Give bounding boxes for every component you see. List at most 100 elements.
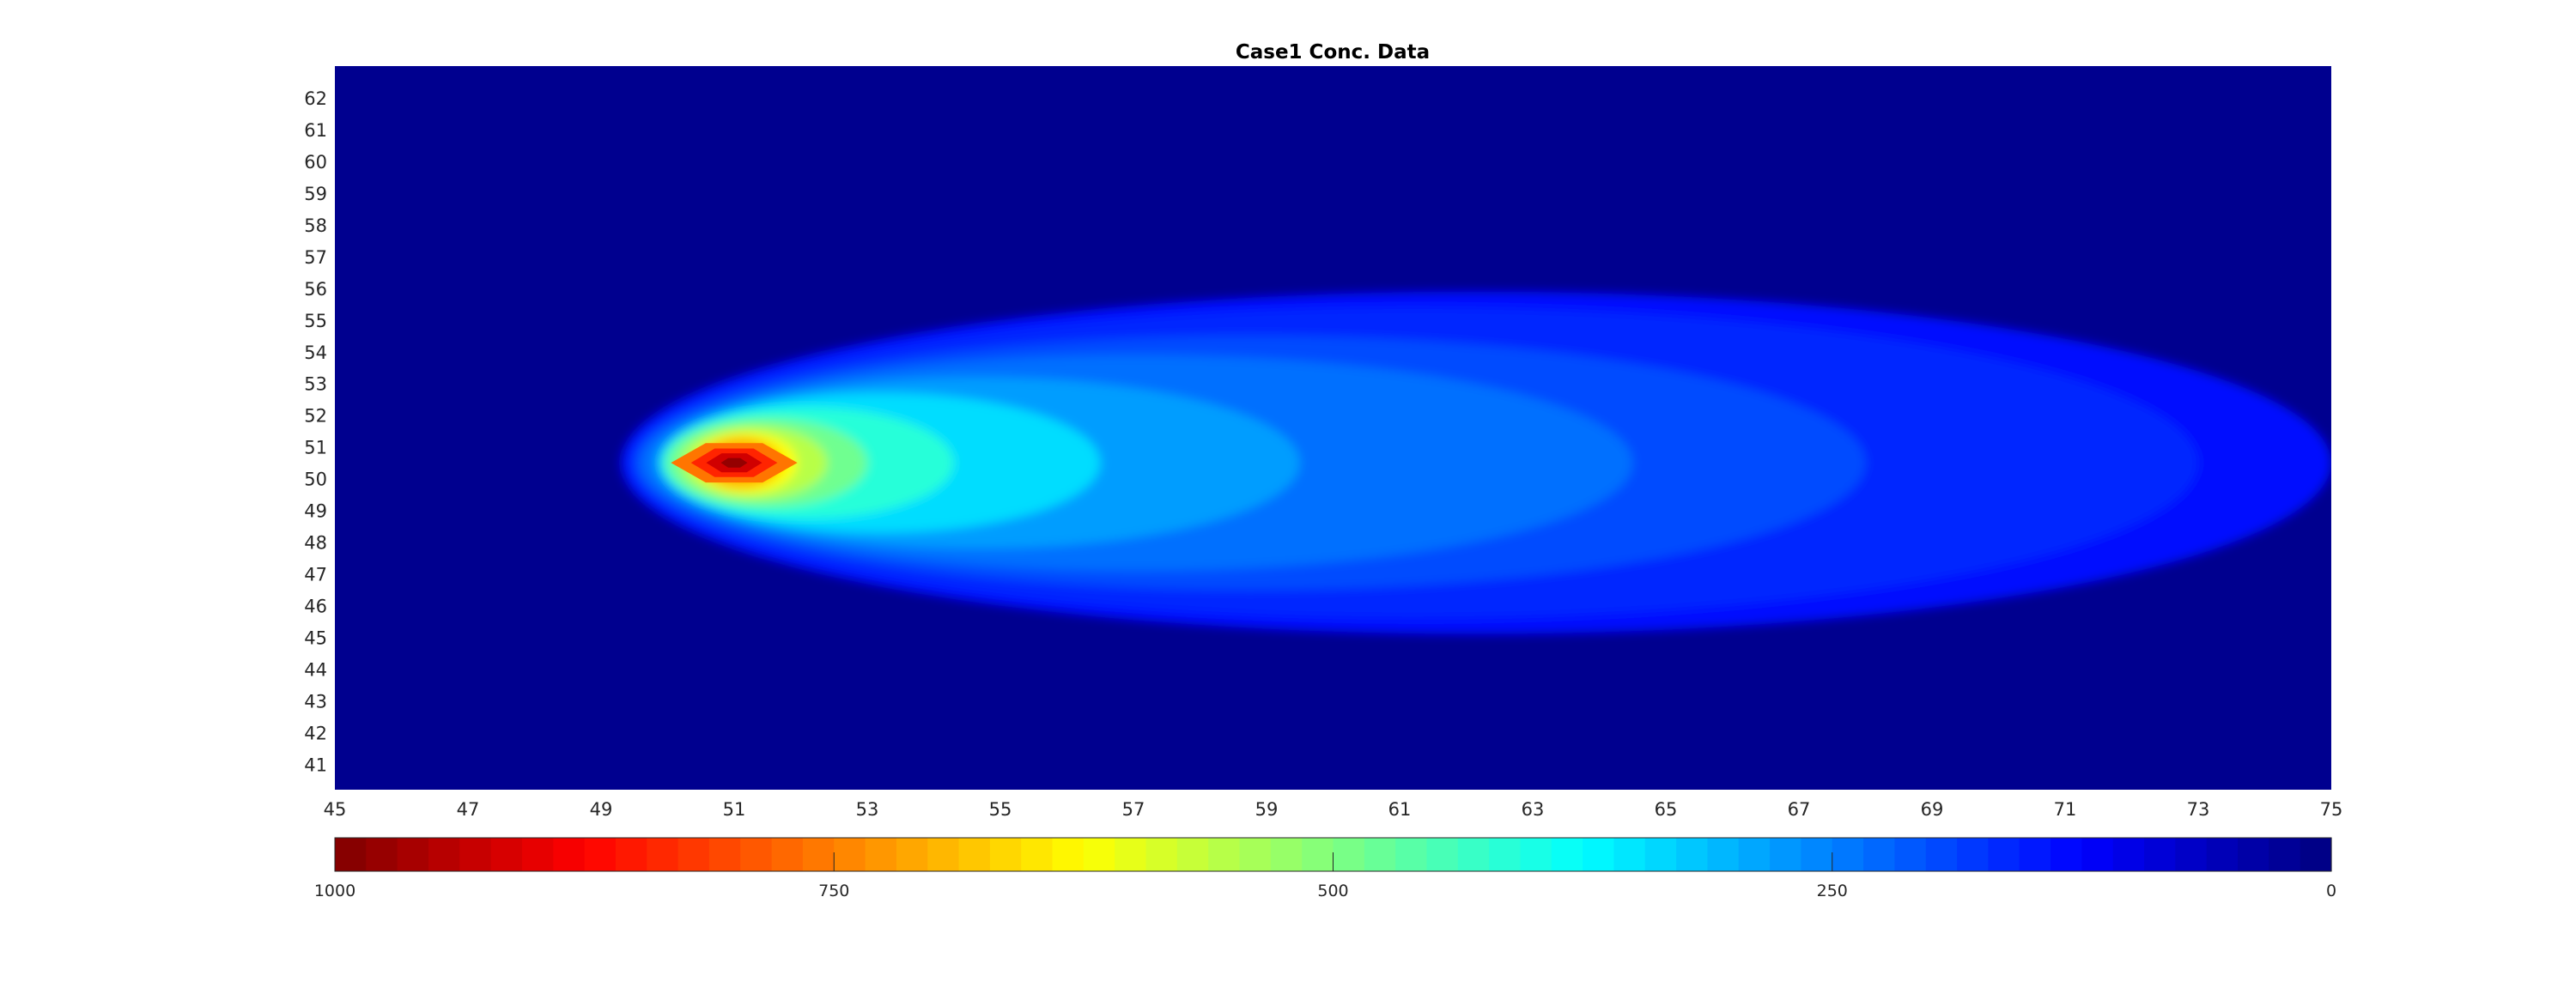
x-tick-label: 75 bbox=[2320, 799, 2343, 820]
colorbar-tick-label: 500 bbox=[1317, 882, 1348, 900]
colorbar-segment bbox=[1239, 838, 1272, 871]
colorbar-segment bbox=[1644, 838, 1677, 871]
colorbar-segment bbox=[2206, 838, 2239, 871]
colorbar-segment bbox=[2238, 838, 2269, 871]
colorbar-segment bbox=[708, 838, 741, 871]
colorbar-segment bbox=[1770, 838, 1802, 871]
x-tick-label: 55 bbox=[989, 799, 1012, 820]
colorbar-segment bbox=[896, 838, 928, 871]
colorbar-segment bbox=[1489, 838, 1522, 871]
colorbar-segment bbox=[1613, 838, 1646, 871]
y-tick-label: 43 bbox=[304, 691, 327, 712]
y-tick-label: 49 bbox=[304, 501, 327, 522]
colorbar-segment bbox=[584, 838, 617, 871]
x-tick-label: 49 bbox=[590, 799, 613, 820]
colorbar-segment bbox=[1801, 838, 1833, 871]
colorbar-segment bbox=[2300, 838, 2332, 871]
colorbar-segment bbox=[2112, 838, 2145, 871]
plot-area bbox=[335, 66, 2331, 790]
x-tick-label: 67 bbox=[1788, 799, 1811, 820]
concentration-plume bbox=[621, 291, 2331, 634]
colorbar-segment bbox=[1270, 838, 1303, 871]
y-tick-label: 45 bbox=[304, 628, 327, 649]
colorbar-segment bbox=[1676, 838, 1709, 871]
colorbar-segment bbox=[1333, 838, 1365, 871]
colorbar-segment bbox=[1738, 838, 1771, 871]
y-tick-label: 60 bbox=[304, 152, 327, 173]
colorbar-segment bbox=[1583, 838, 1615, 871]
colorbar-segment bbox=[2144, 838, 2176, 871]
x-tick-label: 51 bbox=[723, 799, 746, 820]
colorbar-segment bbox=[2019, 838, 2051, 871]
colorbar-segment bbox=[834, 838, 866, 871]
y-tick-label: 52 bbox=[304, 406, 327, 427]
colorbar-segment bbox=[989, 838, 1022, 871]
y-tick-label: 61 bbox=[304, 120, 327, 141]
colorbar-segment bbox=[1302, 838, 1334, 871]
colorbar-tick-label: 250 bbox=[1817, 882, 1848, 900]
colorbar-segment bbox=[1551, 838, 1583, 871]
y-axis-ticks: 62 61 60 59 58 57 56 55 54 53 52 51 50 49 48 47 46 45 44 43… bbox=[304, 88, 327, 775]
colorbar-segment bbox=[1364, 838, 1396, 871]
colorbar-segment bbox=[958, 838, 991, 871]
colorbar-tick-label: 0 bbox=[2326, 882, 2336, 900]
colorbar-segment bbox=[677, 838, 710, 871]
colorbar-segment bbox=[1707, 838, 1740, 871]
y-tick-label: 47 bbox=[304, 565, 327, 585]
chart-title: Case1 Conc. Data bbox=[1236, 41, 1430, 64]
y-tick-label: 55 bbox=[304, 311, 327, 331]
y-tick-label: 44 bbox=[304, 660, 327, 681]
x-tick-label: 59 bbox=[1255, 799, 1279, 820]
colorbar-segment bbox=[1052, 838, 1084, 871]
y-tick-label: 58 bbox=[304, 215, 327, 236]
x-tick-label: 61 bbox=[1388, 799, 1412, 820]
x-tick-label: 53 bbox=[856, 799, 879, 820]
x-tick-label: 71 bbox=[2054, 799, 2077, 820]
y-tick-label: 57 bbox=[304, 247, 327, 268]
y-tick-label: 56 bbox=[304, 279, 327, 300]
colorbar-segment bbox=[1426, 838, 1459, 871]
colorbar-segment bbox=[1457, 838, 1490, 871]
colorbar-segment bbox=[366, 838, 398, 871]
colorbar-segment bbox=[1520, 838, 1552, 871]
colorbar-segment bbox=[1988, 838, 2020, 871]
y-tick-label: 53 bbox=[304, 374, 327, 395]
colorbar-segment bbox=[1208, 838, 1241, 871]
colorbar-segment bbox=[1894, 838, 1927, 871]
colorbar: 1000 750 500 250 0 bbox=[314, 837, 2336, 900]
x-tick-label: 69 bbox=[1921, 799, 1944, 820]
colorbar-segment bbox=[2081, 838, 2114, 871]
colorbar-tick-label: 1000 bbox=[314, 882, 355, 900]
y-tick-label: 42 bbox=[304, 723, 327, 743]
colorbar-segment bbox=[1083, 838, 1115, 871]
colorbar-segment bbox=[2269, 838, 2301, 871]
colorbar-ticks: 1000 750 500 250 0 bbox=[314, 852, 2336, 900]
colorbar-segment bbox=[1176, 838, 1209, 871]
colorbar-segment bbox=[1863, 838, 1896, 871]
colorbar-segment bbox=[1925, 838, 1958, 871]
colorbar-segment bbox=[615, 838, 647, 871]
peak-contour-3 bbox=[720, 458, 748, 468]
x-tick-label: 73 bbox=[2187, 799, 2210, 820]
colorbar-segment bbox=[1021, 838, 1054, 871]
y-tick-label: 41 bbox=[304, 754, 327, 775]
colorbar-segment bbox=[521, 838, 554, 871]
y-tick-label: 48 bbox=[304, 533, 327, 554]
colorbar-segment bbox=[397, 838, 429, 871]
x-tick-label: 65 bbox=[1655, 799, 1678, 820]
colorbar-segment bbox=[1832, 838, 1864, 871]
colorbar-tick-label: 750 bbox=[818, 882, 849, 900]
colorbar-segment bbox=[1115, 838, 1147, 871]
colorbar-segment bbox=[865, 838, 897, 871]
colorbar-gradient bbox=[335, 838, 2332, 871]
y-tick-label: 51 bbox=[304, 438, 327, 458]
y-tick-label: 46 bbox=[304, 597, 327, 617]
y-tick-label: 54 bbox=[304, 342, 327, 363]
y-tick-label: 50 bbox=[304, 470, 327, 490]
y-tick-label: 59 bbox=[304, 184, 327, 204]
colorbar-segment bbox=[1957, 838, 1989, 871]
colorbar-segment bbox=[802, 838, 835, 871]
colorbar-segment bbox=[459, 838, 492, 871]
